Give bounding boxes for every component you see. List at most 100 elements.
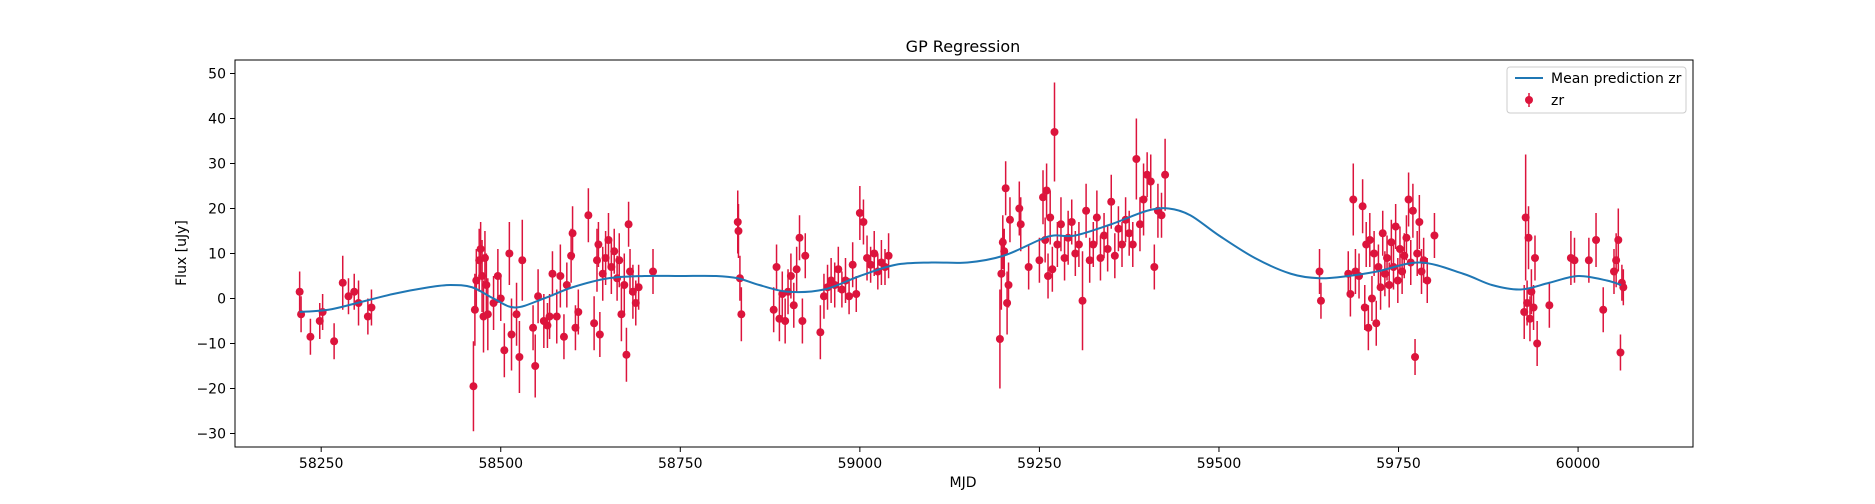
data-marker: [1346, 290, 1355, 298]
data-point: [1521, 154, 1530, 281]
data-marker: [295, 287, 304, 296]
data-point: [628, 264, 637, 319]
data-marker: [1044, 272, 1053, 280]
data-marker: [1161, 170, 1170, 179]
data-point: [1413, 231, 1422, 276]
y-axis-label: Flux [uJy]: [174, 220, 190, 286]
y-tick-label: 10: [208, 247, 226, 263]
data-marker: [556, 272, 565, 280]
data-point: [1157, 192, 1166, 238]
data-point: [1525, 296, 1534, 342]
data-point: [1078, 251, 1087, 351]
data-point: [1529, 285, 1538, 330]
x-axis: 58250 58500 58750 59000 59250 59500 59750 60000: [299, 447, 1600, 472]
data-marker: [1402, 233, 1411, 242]
data-marker: [1071, 249, 1080, 258]
data-marker: [1089, 240, 1098, 249]
data-point: [1533, 321, 1542, 366]
data-point: [363, 298, 372, 335]
data-point: [1000, 228, 1009, 274]
data-point: [1053, 222, 1062, 267]
data-marker: [617, 310, 626, 319]
data-marker: [1118, 240, 1127, 249]
y-tick-label: 30: [208, 157, 226, 173]
data-marker: [615, 256, 624, 265]
data-marker: [1003, 299, 1012, 307]
data-point: [1520, 285, 1529, 339]
data-point: [1103, 226, 1112, 272]
data-point: [552, 289, 561, 344]
data-marker: [1056, 220, 1065, 229]
data-point: [1360, 285, 1369, 330]
data-point: [1599, 287, 1608, 333]
data-point: [1365, 213, 1374, 267]
data-point: [1402, 215, 1411, 261]
data-point: [1614, 208, 1623, 272]
data-point: [855, 186, 864, 240]
data-marker: [1365, 236, 1374, 244]
data-point: [624, 201, 633, 247]
data-marker: [1146, 177, 1155, 186]
chart-title: GP Regression: [906, 37, 1021, 56]
data-marker: [1423, 276, 1432, 285]
y-tick-label: −10: [196, 337, 226, 353]
data-point: [344, 278, 353, 315]
data-point: [604, 213, 613, 267]
data-point: [1346, 271, 1355, 317]
data-marker: [590, 319, 599, 328]
data-point: [1039, 170, 1048, 225]
data-point: [884, 233, 893, 279]
data-marker: [628, 287, 637, 296]
data-marker: [1135, 220, 1144, 229]
data-marker: [344, 292, 353, 301]
data-marker: [594, 240, 603, 249]
data-marker: [1001, 184, 1010, 193]
data-marker: [350, 287, 359, 296]
data-point: [493, 249, 502, 303]
y-tick-label: 0: [217, 292, 226, 308]
data-point: [798, 298, 807, 344]
data-marker: [1016, 220, 1025, 229]
data-marker: [1520, 308, 1529, 316]
data-point: [1067, 199, 1076, 245]
data-marker: [1103, 245, 1112, 253]
data-point: [1364, 305, 1373, 351]
data-marker: [1078, 296, 1087, 305]
data-marker: [1370, 249, 1379, 258]
data-point: [1315, 249, 1324, 294]
data-point: [615, 233, 624, 288]
data-marker: [512, 310, 521, 319]
data-point: [1132, 118, 1141, 200]
data-point: [1150, 244, 1159, 290]
data-marker: [819, 292, 828, 301]
data-marker: [592, 256, 601, 265]
data-marker: [1053, 240, 1062, 249]
data-point: [1592, 213, 1601, 267]
data-point: [330, 323, 339, 360]
data-marker: [1100, 231, 1109, 240]
data-marker: [1372, 319, 1381, 328]
data-point: [1016, 197, 1025, 252]
data-marker: [1315, 267, 1324, 276]
data-marker: [545, 312, 554, 321]
data-marker: [620, 281, 629, 289]
data-point: [548, 251, 557, 297]
data-point: [1107, 174, 1116, 229]
data-marker: [470, 305, 479, 314]
data-marker: [1523, 299, 1532, 307]
data-point: [626, 249, 635, 294]
data-point: [595, 312, 604, 357]
data-marker: [866, 260, 875, 269]
data-marker: [531, 362, 540, 370]
data-marker: [1525, 314, 1534, 323]
data-marker: [1128, 240, 1137, 249]
data-point: [737, 287, 746, 342]
x-tick-label: 58250: [299, 456, 344, 472]
data-marker: [1050, 128, 1059, 136]
data-marker: [507, 330, 516, 339]
data-point: [772, 244, 781, 290]
data-point: [1370, 231, 1379, 276]
data-point: [859, 199, 868, 245]
data-point: [1146, 154, 1155, 209]
data-marker: [571, 323, 580, 332]
